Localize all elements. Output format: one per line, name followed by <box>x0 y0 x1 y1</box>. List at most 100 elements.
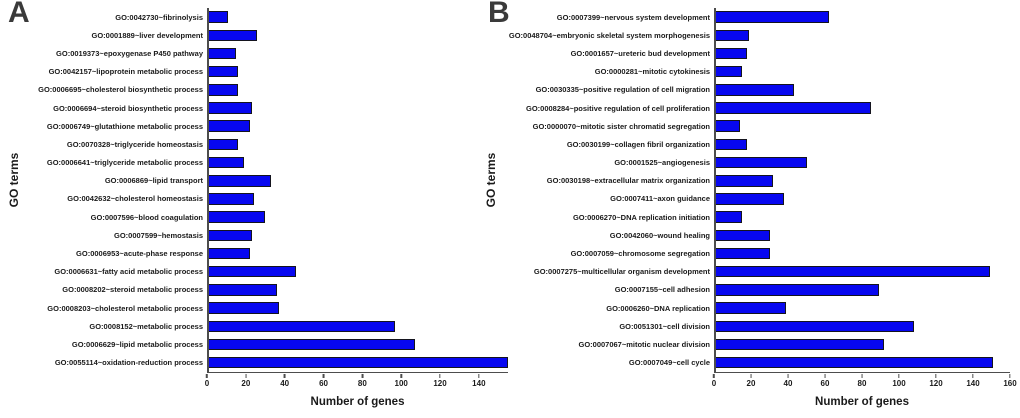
panel-b-letter: B <box>488 0 510 29</box>
category-label: GO:0000281~mitotic cytokinesis <box>594 67 710 77</box>
bar <box>207 302 279 314</box>
bar <box>207 29 258 42</box>
bar <box>714 47 748 60</box>
category-label: GO:0030335~positive regulation of cell m… <box>535 85 710 95</box>
bar-track <box>207 281 508 299</box>
x-axis-title: Number of genes <box>815 396 909 408</box>
category-label: GO:0006260~DNA replication <box>606 303 710 313</box>
bar <box>714 84 794 96</box>
tick-mark <box>478 373 480 378</box>
category-label: GO:0051301~cell division <box>619 321 710 331</box>
x-axis-tick: 120 <box>929 373 943 388</box>
bar <box>207 84 239 96</box>
bar <box>207 65 239 78</box>
x-axis-tick: 40 <box>784 373 792 388</box>
bar-row: GO:0007275~multicellular organism develo… <box>480 263 1020 281</box>
tick-mark <box>206 373 208 378</box>
bar-track <box>714 299 1010 317</box>
tick-mark <box>400 373 402 378</box>
bar-track <box>714 281 1010 299</box>
bar-track <box>207 26 508 44</box>
bar-track <box>714 26 1010 44</box>
category-label: GO:0006953~acute-phase response <box>76 249 203 259</box>
bar-track <box>714 81 1010 99</box>
tick-mark <box>361 373 364 378</box>
bar <box>714 120 740 132</box>
category-label: GO:0007411~axon guidance <box>610 194 710 204</box>
bar <box>207 102 252 114</box>
bar-track <box>207 317 508 335</box>
bar-track <box>714 172 1010 190</box>
bar-track <box>207 135 508 153</box>
tick-label: 100 <box>394 378 408 388</box>
bar <box>714 247 770 260</box>
bar-row: GO:0000281~mitotic cytokinesis <box>480 63 1020 81</box>
bar-track <box>714 317 1010 335</box>
bar-track <box>207 154 508 172</box>
x-axis-tick: 100 <box>394 373 408 388</box>
x-axis-tick: 60 <box>319 373 328 388</box>
bar-row: GO:0042730~fibrinolysis <box>0 8 510 26</box>
bar-row: GO:0006629~lipid metabolic process <box>0 335 510 353</box>
category-label: GO:0070328~triglyceride homeostasis <box>66 139 203 149</box>
x-axis-tick: 140 <box>966 373 980 388</box>
category-label: GO:0019373~epoxygenase P450 pathway <box>56 48 203 58</box>
bar-row: GO:0007399~nervous system development <box>480 8 1020 26</box>
x-axis-tick: 120 <box>433 373 447 388</box>
bar-row: GO:0007067~mitotic nuclear division <box>480 335 1020 353</box>
category-label: GO:0007596~blood coagulation <box>90 212 203 222</box>
x-axis-tick: 60 <box>820 373 830 388</box>
bar <box>207 175 272 187</box>
category-label: GO:0030198~extracellular matrix organiza… <box>546 176 710 186</box>
bar-row: GO:0042060~wound healing <box>480 226 1020 244</box>
tick-label: 160 <box>1003 378 1017 388</box>
bar-track <box>714 208 1010 226</box>
bar-row: GO:0030335~positive regulation of cell m… <box>480 81 1020 99</box>
tick-mark <box>972 373 974 378</box>
bar <box>207 156 244 169</box>
tick-mark <box>1009 373 1011 378</box>
bar-row: GO:0007155~cell adhesion <box>480 281 1020 299</box>
y-axis-line <box>207 8 209 373</box>
bar-rows: GO:0042730~fibrinolysis GO:0001889~liver … <box>0 8 510 372</box>
x-axis-tick: 80 <box>858 373 866 388</box>
x-axis-title: Number of genes <box>310 396 405 408</box>
bar-track <box>207 335 508 353</box>
bar-row: GO:0008203~cholesterol metabolic process <box>0 299 510 317</box>
bar <box>714 29 750 42</box>
category-label: GO:0042632~cholesterol homeostasis <box>67 194 203 204</box>
category-label: GO:0006629~lipid metabolic process <box>71 339 203 349</box>
bar-track <box>207 299 508 317</box>
bar-row: GO:0042157~lipoprotein metabolic process <box>0 63 510 81</box>
tick-label: 60 <box>820 378 830 388</box>
x-axis-tick: 20 <box>747 373 755 388</box>
bar <box>207 47 237 60</box>
bar <box>714 284 879 296</box>
category-label: GO:0008203~cholesterol metabolic process <box>47 303 203 313</box>
bar-row: GO:0006694~steroid biosynthetic process <box>0 99 510 117</box>
bar-rows: GO:0007399~nervous system development GO:… <box>480 8 1020 372</box>
bar-row: GO:0008284~positive regulation of cell p… <box>480 99 1020 117</box>
panel-a: A GO terms GO:0042730~fibrinolysis GO:000… <box>0 0 510 408</box>
tick-mark <box>861 373 863 378</box>
category-label: GO:0007049~cell cycle <box>628 358 710 368</box>
bar-row: GO:0042632~cholesterol homeostasis <box>0 190 510 208</box>
category-label: GO:0007059~chromosome segregation <box>570 249 710 259</box>
bar-row: GO:0006695~cholesterol biosynthetic proc… <box>0 81 510 99</box>
tick-label: 100 <box>892 378 906 388</box>
bar <box>714 338 885 351</box>
category-label: GO:0007399~nervous system development <box>556 12 710 22</box>
bar <box>207 356 508 369</box>
bar <box>207 138 239 151</box>
bar-row: GO:0007049~cell cycle <box>480 354 1020 372</box>
bar <box>207 338 415 351</box>
category-label: GO:0008284~positive regulation of cell p… <box>525 103 710 113</box>
tick-mark <box>439 373 441 378</box>
bar <box>714 138 748 151</box>
bar-row: GO:0006641~triglyceride metabolic proces… <box>0 154 510 172</box>
tick-mark <box>787 373 789 378</box>
bar <box>207 11 229 23</box>
bar <box>714 102 872 114</box>
bar-track <box>714 117 1010 135</box>
x-axis-tick: 80 <box>358 373 367 388</box>
